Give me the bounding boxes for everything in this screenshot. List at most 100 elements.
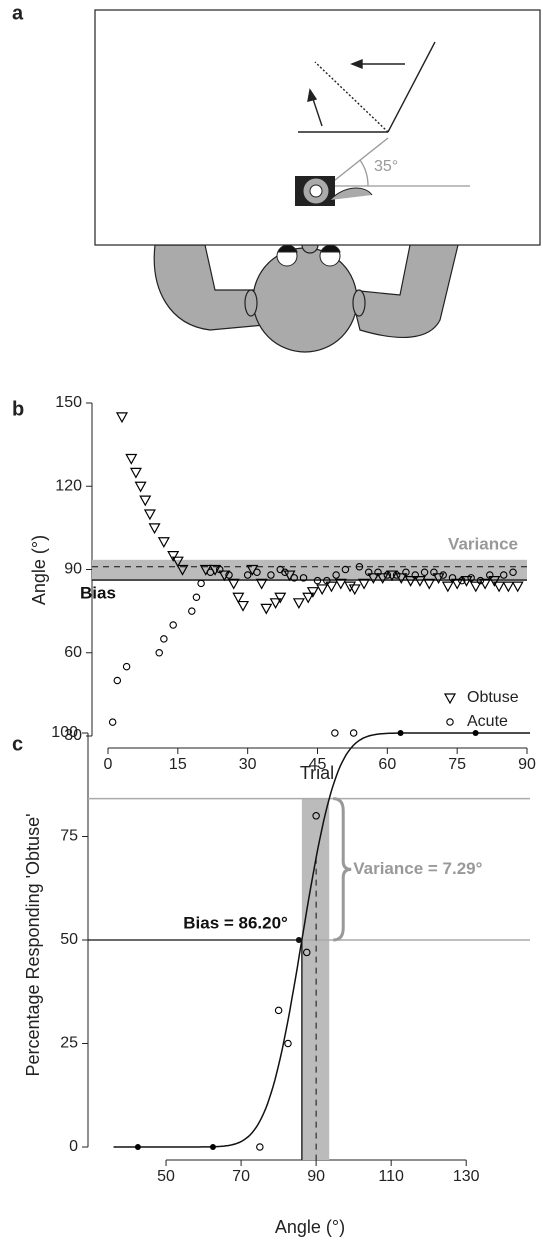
point (148, 523, 161, 535)
x-tick-label: 0 (104, 756, 113, 773)
point (374, 568, 382, 577)
point (134, 481, 147, 493)
y-tick-label: 0 (69, 1138, 78, 1155)
point (134, 1144, 141, 1150)
point (129, 467, 142, 479)
brace (333, 797, 352, 942)
point (312, 812, 320, 820)
point (155, 648, 163, 657)
point (344, 581, 357, 593)
y-axis-label: Percentage Responding 'Obtuse' (23, 813, 43, 1076)
y-tick-label: 150 (55, 394, 82, 411)
point (188, 607, 196, 615)
point (448, 574, 457, 582)
point (176, 564, 189, 576)
point (232, 592, 245, 604)
point (171, 556, 184, 568)
point (197, 579, 205, 588)
y-tick-label: 75 (60, 828, 78, 845)
point (108, 718, 117, 726)
point (439, 571, 447, 579)
x-tick-label: 15 (169, 756, 187, 773)
x-tick-label: 130 (453, 1168, 480, 1185)
point (113, 676, 122, 685)
point (451, 578, 464, 590)
point (509, 568, 517, 577)
point (284, 1039, 292, 1048)
y-axis-label: Angle (°) (29, 535, 49, 605)
point (269, 598, 282, 610)
point (299, 574, 308, 582)
table (94, 9, 541, 246)
point (341, 565, 350, 574)
stimulus (298, 41, 436, 133)
bias-point (295, 937, 302, 943)
ear (352, 289, 366, 317)
point (502, 581, 515, 593)
point (290, 574, 298, 582)
head (252, 247, 358, 353)
eyes (276, 244, 341, 267)
left-arm (153, 244, 271, 331)
point (402, 568, 410, 577)
point (376, 573, 389, 585)
legend-label: Obtuse (467, 689, 519, 706)
x-tick-label: 70 (232, 1168, 250, 1185)
point (274, 592, 287, 604)
y-tick-label: 60 (64, 644, 82, 661)
point (367, 573, 380, 585)
bias-label: Bias = 86.20° (183, 913, 288, 932)
angle-guide (324, 137, 470, 189)
point (302, 592, 315, 604)
point (395, 573, 408, 585)
panel-label: b (12, 398, 24, 420)
x-tick-label: 45 (309, 756, 327, 773)
point (227, 578, 240, 590)
x-tick-label: 75 (448, 756, 466, 773)
device (295, 176, 335, 206)
point (218, 570, 231, 582)
point (167, 551, 180, 562)
point (458, 576, 466, 585)
legend-label: Acute (467, 713, 508, 730)
point (469, 581, 482, 593)
fit-curve (113, 732, 530, 1148)
point (292, 598, 305, 610)
variance-band (301, 798, 330, 1160)
y-tick-label: 30 (64, 727, 82, 744)
point (476, 576, 485, 585)
point (267, 571, 275, 579)
x-tick-label: 110 (378, 1168, 404, 1185)
point (411, 571, 420, 579)
point (125, 453, 138, 465)
point (423, 578, 436, 590)
point (355, 562, 364, 571)
point (316, 584, 329, 596)
point (325, 581, 338, 593)
point (511, 581, 524, 593)
point (157, 537, 170, 548)
point (122, 662, 131, 671)
point (160, 635, 168, 643)
point (253, 568, 261, 577)
y-tick-label: 120 (55, 477, 82, 494)
y-tick-label: 25 (60, 1035, 78, 1052)
point (348, 584, 361, 596)
point (460, 576, 473, 587)
point (493, 581, 506, 593)
point (486, 571, 494, 579)
point (467, 574, 475, 582)
point (206, 568, 215, 577)
point (255, 578, 268, 590)
point (432, 573, 445, 585)
point (332, 571, 340, 579)
panel-label: a (12, 2, 24, 24)
point (313, 576, 322, 585)
point (302, 948, 311, 957)
y-tick-label: 100 (51, 724, 78, 741)
variance-label: Variance = 7.29° (353, 859, 482, 878)
hand (329, 187, 373, 201)
legend-marker (443, 693, 457, 705)
